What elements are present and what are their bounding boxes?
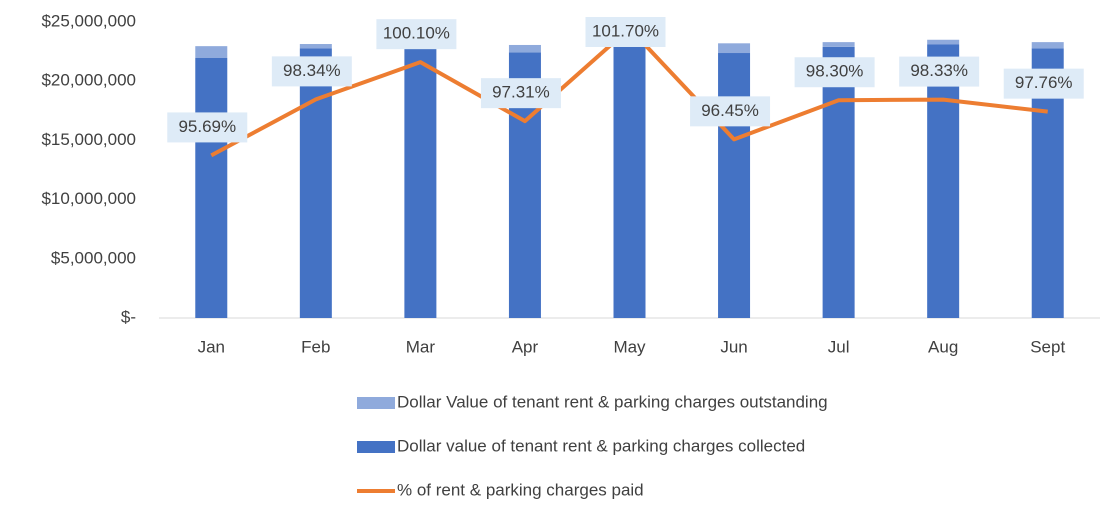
bar: [508, 44, 541, 53]
bar: [299, 48, 332, 318]
bar: [822, 46, 855, 318]
y-tick-label: $5,000,000: [51, 248, 136, 267]
x-tick-label: Apr: [512, 337, 539, 356]
legend-label: Dollar value of tenant rent & parking ch…: [397, 436, 805, 455]
data-label-box: [794, 57, 875, 88]
y-tick-label: $20,000,000: [41, 71, 136, 90]
data-label: 96.45%: [701, 101, 759, 120]
data-label-box: [376, 19, 457, 50]
bar: [195, 46, 228, 58]
x-tick-label: May: [613, 337, 646, 356]
legend-swatch: [357, 441, 395, 453]
bar: [927, 39, 960, 45]
legend-label: % of rent & parking charges paid: [397, 480, 644, 499]
data-label-box: [271, 56, 352, 87]
bar: [613, 45, 646, 319]
x-tick-label: Feb: [301, 337, 330, 356]
data-label-box: [690, 96, 771, 127]
data-label: 100.10%: [383, 24, 450, 43]
legend-swatch: [357, 397, 395, 409]
bar: [404, 45, 437, 319]
data-label: 101.70%: [592, 21, 659, 40]
data-label-box: [899, 56, 980, 87]
data-label: 98.33%: [910, 61, 968, 80]
x-tick-label: Jun: [720, 337, 747, 356]
bar: [822, 42, 855, 47]
y-tick-label: $15,000,000: [41, 130, 136, 149]
data-label-box: [480, 78, 561, 109]
data-label-box: [585, 17, 666, 47]
bar: [927, 44, 960, 318]
data-label-box: [167, 112, 248, 143]
data-label: 98.30%: [806, 62, 864, 81]
bar: [718, 53, 751, 318]
data-label: 95.69%: [178, 117, 236, 136]
bar: [1031, 42, 1064, 49]
data-label: 97.31%: [492, 83, 550, 102]
y-tick-label: $-: [121, 307, 136, 326]
x-tick-label: Sept: [1030, 337, 1065, 356]
x-tick-label: Jan: [198, 337, 225, 356]
x-tick-label: Jul: [828, 337, 850, 356]
bar: [718, 43, 751, 54]
legend-label: Dollar Value of tenant rent & parking ch…: [397, 392, 828, 411]
bar: [195, 57, 228, 319]
y-tick-label: $25,000,000: [41, 11, 136, 30]
bar: [299, 44, 332, 49]
data-label-box: [1003, 68, 1084, 99]
x-tick-label: Mar: [406, 337, 436, 356]
data-label: 98.34%: [283, 61, 341, 80]
x-tick-label: Aug: [928, 337, 958, 356]
data-label: 97.76%: [1015, 73, 1073, 92]
y-tick-label: $10,000,000: [41, 189, 136, 208]
